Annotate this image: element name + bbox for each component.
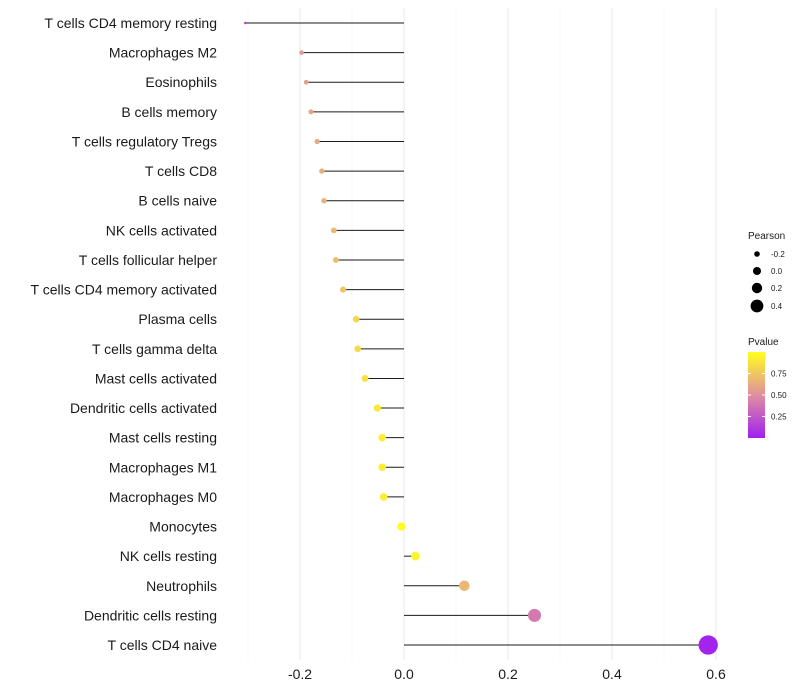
lollipop-point <box>411 551 420 561</box>
size-legend-key <box>751 282 763 294</box>
segments <box>245 22 709 646</box>
x-tick-label: 0.6 <box>706 666 726 682</box>
colorbar <box>748 352 765 438</box>
size-legend-title: Pearson <box>748 231 785 242</box>
lollipop-point <box>319 168 325 174</box>
category-label: NK cells resting <box>120 548 217 564</box>
category-label: Macrophages M0 <box>109 489 217 505</box>
category-label: Eosinophils <box>145 74 217 90</box>
category-label: Mast cells resting <box>109 430 217 446</box>
size-legend-key <box>754 251 760 257</box>
lollipop-point <box>321 198 327 204</box>
category-label: B cells naive <box>138 193 217 209</box>
category-label: Mast cells activated <box>95 370 217 386</box>
lollipop-point <box>330 227 337 234</box>
size-legend-label: 0.0 <box>771 267 783 276</box>
category-label: B cells memory <box>121 104 217 120</box>
color-legend: Pvalue 0.75 0.50 0.25 <box>748 337 787 438</box>
lollipop-point <box>373 404 382 412</box>
category-label: T cells gamma delta <box>92 341 217 357</box>
lollipop-point <box>378 463 386 472</box>
category-label: T cells follicular helper <box>79 252 218 268</box>
lollipop-point <box>244 21 247 25</box>
size-legend-label: 0.2 <box>771 284 783 293</box>
lollipop-point <box>314 138 320 145</box>
lollipop-point <box>308 109 314 115</box>
lollipop-point <box>459 580 470 592</box>
lollipop-point <box>361 374 369 382</box>
lollipop-point <box>527 608 542 622</box>
category-label: Plasma cells <box>138 311 217 327</box>
x-tick-label: -0.2 <box>288 666 312 682</box>
lollipop-point <box>379 493 388 501</box>
category-label: Dendritic cells activated <box>70 400 217 416</box>
color-legend-label: 0.75 <box>771 370 787 379</box>
category-label: Dendritic cells resting <box>84 607 217 623</box>
lollipop-point <box>340 286 347 293</box>
x-tick-label: 0.4 <box>602 666 622 682</box>
x-tick-label: 0.0 <box>394 666 414 682</box>
size-legend-label: 0.4 <box>771 302 783 311</box>
category-label: T cells CD4 naive <box>108 637 218 653</box>
lollipop-point <box>397 522 406 531</box>
color-legend-label: 0.50 <box>771 391 787 400</box>
size-legend: Pearson -0.2 0.0 0.2 0.4 <box>748 231 785 313</box>
color-legend-label: 0.25 <box>771 413 787 422</box>
lollipop-point <box>354 345 362 353</box>
lollipop-point <box>299 50 304 55</box>
category-label: T cells CD8 <box>145 163 217 179</box>
lollipop-point <box>378 433 386 442</box>
category-label: NK cells activated <box>106 222 217 238</box>
color-legend-title: Pvalue <box>748 337 779 348</box>
lollipop-point <box>303 79 309 85</box>
lollipop-point <box>698 635 718 655</box>
x-tick-label: 0.2 <box>498 666 518 682</box>
points <box>244 21 718 655</box>
category-label: Macrophages M1 <box>109 459 217 475</box>
x-axis-ticks: -0.2 0.0 0.2 0.4 0.6 <box>288 666 726 682</box>
category-label: T cells CD4 memory activated <box>31 282 217 298</box>
size-legend-key <box>750 299 764 313</box>
lollipop-point <box>352 315 360 323</box>
size-legend-label: -0.2 <box>771 250 785 259</box>
category-label: T cells CD4 memory resting <box>45 15 217 31</box>
grid-lines <box>247 8 717 660</box>
size-legend-key <box>753 267 761 275</box>
category-labels: T cells CD4 memory resting Macrophages M2… <box>31 15 218 653</box>
category-label: Macrophages M2 <box>109 45 217 61</box>
category-label: Neutrophils <box>146 578 217 594</box>
lollipop-point <box>332 257 339 263</box>
category-label: T cells regulatory Tregs <box>72 133 217 149</box>
category-label: Monocytes <box>149 519 217 535</box>
